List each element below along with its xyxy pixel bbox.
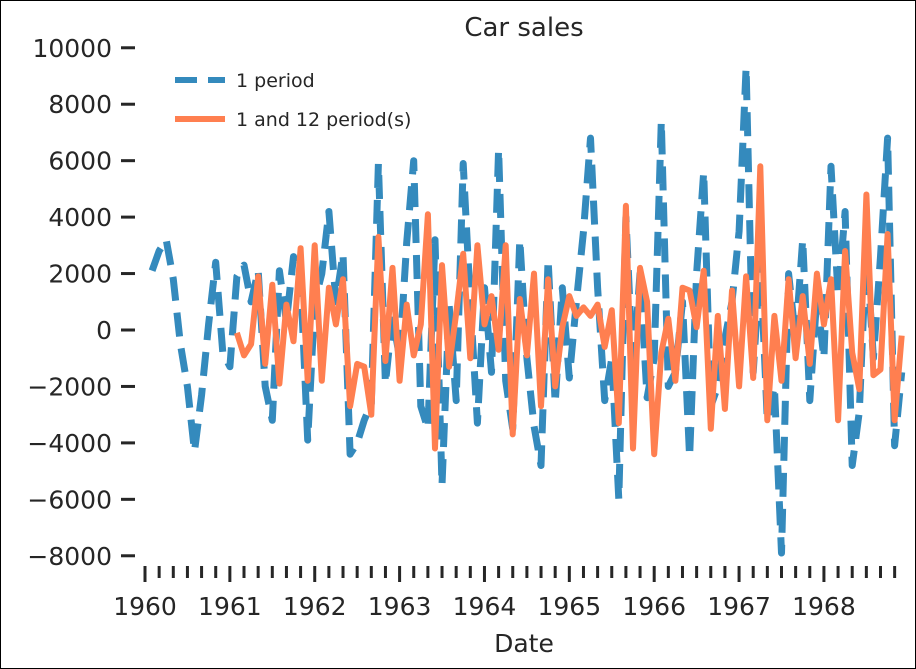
y-tick-label: 2000 (48, 260, 112, 289)
x-tick-label: 1962 (283, 592, 347, 621)
x-tick-label: 1968 (792, 592, 856, 621)
x-tick-label: 1964 (453, 592, 517, 621)
x-axis-label: Date (494, 629, 554, 658)
y-axis: 10000 8000 6000 4000 2000 0 −2000 −4000 −6000 −80… (27, 34, 135, 571)
series-layer (148, 64, 906, 557)
y-tick-label: −2000 (27, 372, 112, 401)
legend: 1 period 1 and 12 period(s) (175, 70, 411, 131)
y-tick-label: −6000 (27, 485, 112, 514)
x-tick-label: 1960 (113, 592, 177, 621)
x-tick-label: 1965 (538, 592, 602, 621)
x-tick-label: 1966 (622, 592, 686, 621)
x-axis: 1960 1961 1962 1963 1964 1965 1966 1967 1968 (113, 566, 897, 621)
y-tick-label: 6000 (48, 147, 112, 176)
chart-title: Car sales (464, 13, 583, 43)
y-tick-label: 8000 (48, 90, 112, 119)
y-tick-label: −4000 (27, 429, 112, 458)
y-tick-label: 0 (96, 316, 112, 345)
legend-label-1-and-12-periods: 1 and 12 period(s) (236, 109, 411, 131)
series-line-1-and-12-periods (234, 163, 905, 458)
y-tick-label: −8000 (27, 542, 112, 571)
y-tick-label: 4000 (48, 203, 112, 232)
y-tick-label: 10000 (32, 34, 112, 63)
x-tick-label: 1967 (707, 592, 771, 621)
x-tick-label: 1961 (198, 592, 262, 621)
x-tick-label: 1963 (368, 592, 432, 621)
legend-label-1-period: 1 period (236, 70, 315, 92)
